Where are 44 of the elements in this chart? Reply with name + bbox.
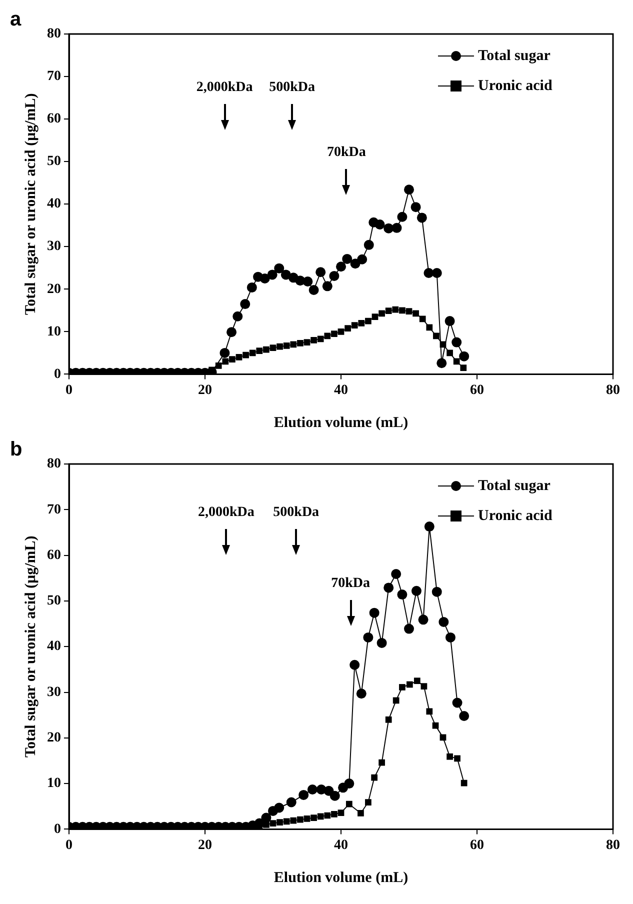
y-tick-label: 10 (47, 776, 61, 792)
chart-title: b (10, 438, 22, 461)
legend-label: Total sugar (478, 478, 551, 494)
x-tick-label: 40 (334, 838, 348, 854)
annotation: 70kDa (326, 145, 367, 162)
y-tick-label: 0 (54, 822, 61, 837)
x-axis-title: Elution volume (mL) (274, 870, 408, 886)
y-axis-title: Total sugar or uronic acid (μg/mL) (22, 536, 39, 758)
annotation: 70kDa (330, 576, 371, 592)
legend-label: Uronic acid (478, 78, 553, 94)
y-tick-label: 50 (47, 594, 61, 609)
x-tick-label: 80 (606, 838, 620, 854)
y-tick-label: 30 (47, 684, 61, 700)
chart-title: a (10, 8, 22, 31)
y-tick-label: 80 (47, 26, 61, 42)
x-tick-label: 60 (470, 383, 484, 398)
y-tick-label: 20 (47, 282, 61, 297)
annotation: 500kDa (269, 80, 315, 95)
y-tick-label: 80 (47, 456, 61, 472)
legend-label: Total sugar (478, 48, 551, 64)
x-tick-label: 20 (198, 838, 212, 854)
y-tick-label: 60 (47, 112, 61, 127)
annotation: 2,000kDa (198, 504, 254, 520)
y-tick-label: 10 (47, 324, 61, 340)
x-tick-label: 20 (198, 383, 212, 398)
y-tick-label: 20 (47, 730, 61, 746)
x-tick-label: 0 (66, 383, 72, 398)
legend-label: Uronic acid (478, 508, 553, 524)
y-tick-label: 60 (47, 548, 61, 563)
x-tick-label: 0 (66, 838, 72, 854)
y-tick-label: 50 (47, 154, 61, 170)
y-tick-label: 0 (54, 366, 61, 382)
x-axis-title: Elution volume (mL) (274, 414, 408, 431)
y-tick-label: 30 (47, 239, 61, 254)
y-tick-label: 70 (47, 502, 61, 518)
y-tick-label: 70 (47, 69, 61, 84)
y-tick-label: 40 (47, 196, 61, 212)
x-tick-label: 80 (606, 383, 620, 398)
y-axis-title: Total sugar or uronic acid (μg/mL) (22, 93, 39, 315)
x-tick-label: 40 (334, 383, 348, 398)
annotation: 500kDa (273, 504, 320, 520)
x-tick-label: 60 (470, 838, 484, 854)
y-tick-label: 40 (47, 639, 61, 654)
annotation: 2,000kDa (196, 80, 253, 95)
